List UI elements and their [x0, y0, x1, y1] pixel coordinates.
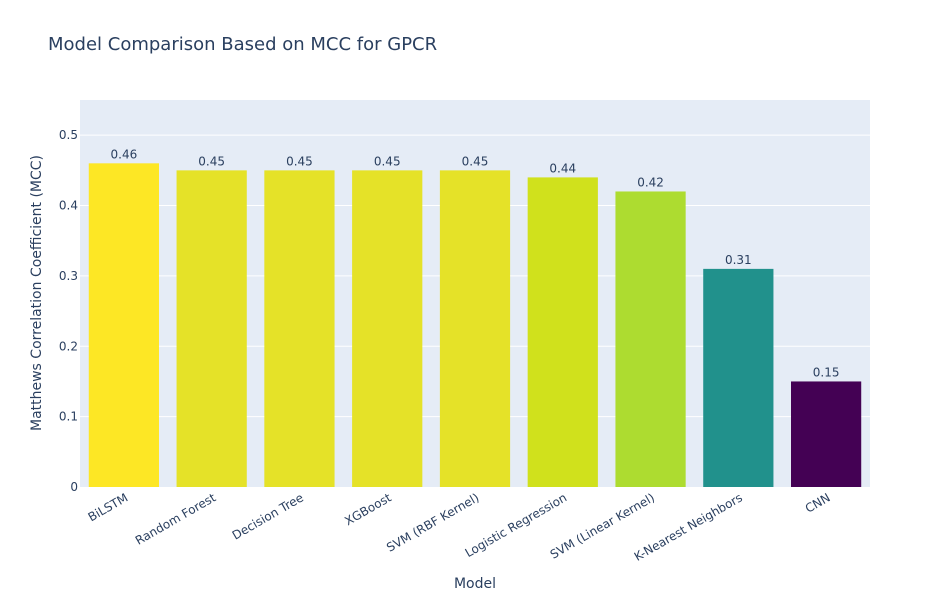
- y-tick-label: 0.4: [59, 199, 78, 213]
- bar-value-label: 0.31: [725, 253, 752, 267]
- y-tick-label: 0.3: [59, 269, 78, 283]
- y-tick-label: 0.5: [59, 128, 78, 142]
- bar-value-label: 0.44: [549, 161, 576, 175]
- bar: [703, 268, 774, 487]
- x-tick-label: CNN: [803, 490, 833, 515]
- bar: [176, 170, 247, 487]
- bar: [88, 163, 159, 487]
- bar: [527, 177, 598, 487]
- bar-value-label: 0.45: [198, 154, 225, 168]
- y-tick-label: 0.1: [59, 410, 78, 424]
- y-tick-label: 0.2: [59, 339, 78, 353]
- y-axis-title: Matthews Correlation Coefficient (MCC): [29, 155, 45, 431]
- bars: [88, 163, 862, 488]
- bar-value-label: 0.45: [462, 154, 489, 168]
- x-axis-title: Model: [454, 576, 496, 592]
- bar: [352, 170, 423, 487]
- x-axis-ticks: BiLSTM Random Forest Decision Tree XGBoostS…: [86, 490, 833, 564]
- x-tick-label: XGBoost: [342, 490, 394, 528]
- y-tick-label: 0: [70, 480, 78, 494]
- x-tick-label: BiLSTM: [86, 490, 131, 524]
- bar-value-label: 0.46: [111, 147, 138, 161]
- y-axis-ticks: 0 0.1 0.2 0.3 0.4 0.5: [59, 128, 78, 494]
- bar: [264, 170, 335, 487]
- bar-value-label: 0.15: [813, 365, 840, 379]
- x-tick-label: Decision Tree: [230, 490, 306, 542]
- chart-title: Model Comparison Based on MCC for GPCR: [48, 34, 437, 55]
- x-tick-label: Random Forest: [133, 490, 218, 547]
- bar-value-label: 0.45: [374, 154, 401, 168]
- bar: [791, 381, 862, 487]
- bar-value-labels: 0.46 0.45 0.45 0.45 0.45 0.44 0.42 0.31 0.15: [111, 147, 840, 379]
- bar-value-label: 0.45: [286, 154, 313, 168]
- bar: [615, 191, 686, 488]
- bar-value-label: 0.42: [637, 175, 664, 189]
- bar: [439, 170, 511, 487]
